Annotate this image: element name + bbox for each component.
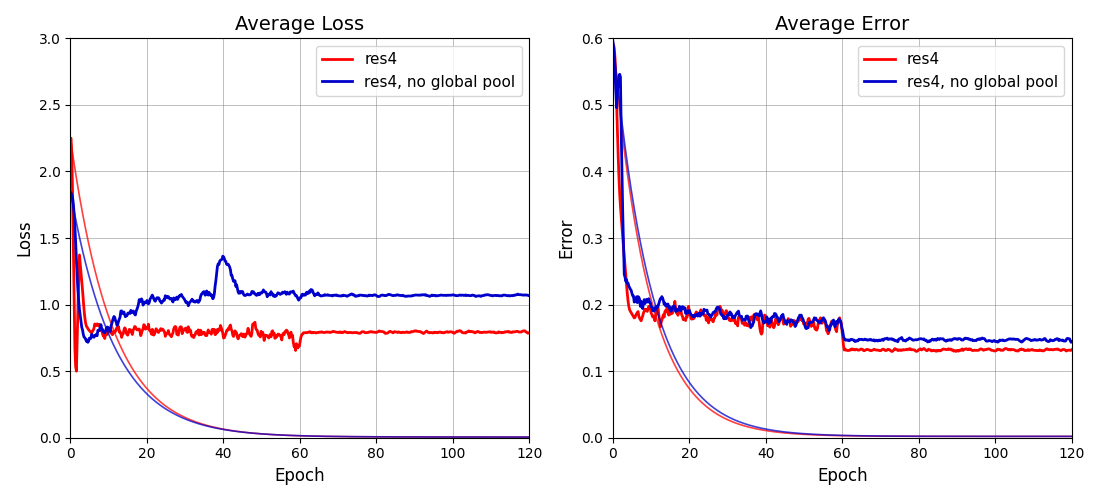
- res4, no global pool: [183, 300, 196, 306]
- res4, no global pool: [1065, 340, 1078, 345]
- res4, no global pool: [371, 294, 384, 300]
- res4, no global pool: [410, 292, 424, 298]
- res4: [69, 368, 82, 374]
- Legend: res4, res4, no global pool: res4, res4, no global pool: [858, 46, 1064, 96]
- res4: [877, 346, 890, 352]
- res4: [814, 315, 827, 321]
- res4: [410, 328, 424, 334]
- Line: res4: res4: [613, 45, 1071, 352]
- res4, no global pool: [145, 292, 158, 298]
- X-axis label: Epoch: Epoch: [275, 467, 326, 485]
- res4: [272, 331, 285, 337]
- res4, no global pool: [814, 320, 827, 326]
- Line: res4, no global pool: res4, no global pool: [613, 40, 1071, 343]
- res4, no global pool: [877, 338, 890, 344]
- Line: res4, no global pool: res4, no global pool: [70, 192, 529, 342]
- res4: [336, 330, 349, 336]
- res4: [371, 329, 384, 335]
- Line: res4: res4: [70, 138, 529, 371]
- res4, no global pool: [952, 336, 965, 342]
- res4: [1065, 346, 1078, 352]
- res4, no global pool: [64, 189, 77, 195]
- res4, no global pool: [81, 340, 95, 345]
- X-axis label: Epoch: Epoch: [817, 467, 868, 485]
- res4: [949, 348, 962, 354]
- Title: Average Loss: Average Loss: [235, 15, 364, 34]
- res4: [64, 135, 77, 141]
- res4: [953, 348, 966, 354]
- res4: [606, 42, 619, 48]
- res4: [145, 326, 158, 332]
- Y-axis label: Error: Error: [558, 218, 575, 258]
- res4, no global pool: [522, 292, 536, 298]
- res4: [724, 318, 737, 324]
- res4, no global pool: [606, 38, 619, 44]
- res4, no global pool: [724, 312, 737, 318]
- Title: Average Error: Average Error: [776, 15, 910, 34]
- res4, no global pool: [913, 336, 926, 342]
- res4, no global pool: [1065, 339, 1078, 345]
- Y-axis label: Loss: Loss: [15, 220, 33, 256]
- res4, no global pool: [688, 312, 701, 318]
- Legend: res4, res4, no global pool: res4, res4, no global pool: [316, 46, 521, 96]
- res4: [183, 328, 196, 334]
- res4: [688, 315, 701, 321]
- res4, no global pool: [272, 290, 285, 296]
- res4: [913, 346, 926, 352]
- res4, no global pool: [336, 293, 349, 299]
- res4: [522, 330, 536, 336]
